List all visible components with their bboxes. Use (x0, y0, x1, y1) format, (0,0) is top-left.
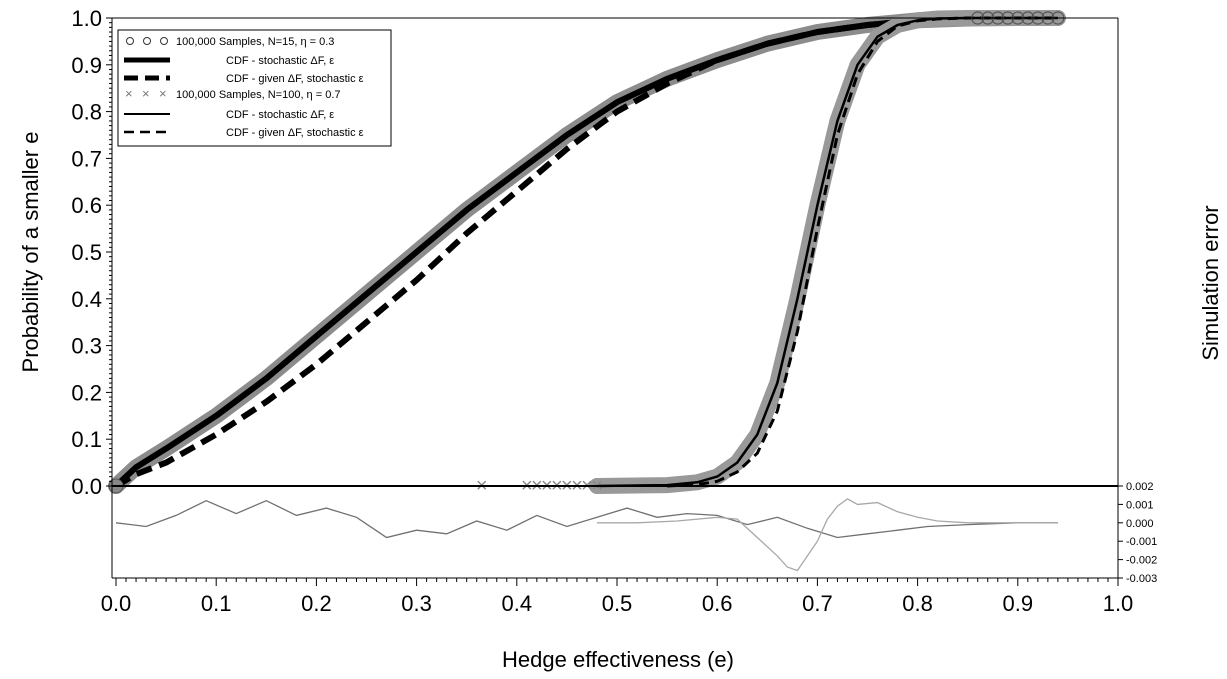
legend-marker-cross: × (125, 86, 133, 101)
x-tick-label: 0.5 (602, 591, 633, 616)
y-tick-label: 0.4 (71, 287, 102, 312)
y-tick-label: 0.5 (71, 240, 102, 265)
series-4-samples-crosses (589, 10, 1066, 494)
y-tick-label: 1.0 (71, 6, 102, 31)
y-axis-title: Probability of a smaller e (18, 132, 43, 373)
error-tick-label: -0.003 (1126, 573, 1157, 585)
y-tick-label: 0.8 (71, 100, 102, 125)
x-tick-label: 0.1 (201, 591, 232, 616)
x-tick-label: 0.0 (101, 591, 132, 616)
legend-entry-2: CDF - stochastic ΔF, ε (124, 55, 334, 67)
y-tick-label: 0.1 (71, 427, 102, 452)
legend-label: CDF - stochastic ΔF, ε (226, 55, 334, 67)
x-tick-label: 0.7 (802, 591, 833, 616)
legend-entry-1: 100,000 Samples, N=15, η = 0.3 (126, 36, 334, 48)
legend-entry-6: CDF - given ΔF, stochastic ε (124, 127, 364, 139)
y-tick-label: 0.2 (71, 380, 102, 405)
error-trace-2 (597, 498, 1058, 572)
legend-box (117, 29, 392, 147)
legend-marker-cross: × (142, 86, 150, 101)
x-tick-label: 1.0 (1103, 591, 1134, 616)
x-tick-label: 0.4 (502, 591, 533, 616)
error-tick-label: -0.001 (1126, 536, 1157, 548)
error-tick-label: -0.002 (1126, 555, 1157, 567)
y-tick-label: 0.3 (71, 334, 102, 359)
legend-label: CDF - stochastic ΔF, ε (226, 109, 334, 121)
legend-marker-circle (126, 37, 134, 45)
axes (111, 17, 1119, 579)
x-tick-label: 0.3 (401, 591, 432, 616)
legend-label: CDF - given ΔF, stochastic ε (226, 127, 364, 139)
error-tick-label: 0.000 (1126, 518, 1154, 530)
y-tick-label: 0.6 (71, 193, 102, 218)
error-tick-label: 0.002 (1126, 481, 1154, 493)
legend-label: CDF - given ΔF, stochastic ε (226, 73, 364, 85)
legend-entry-4: × × × 100,000 Samples, N=100, η = 0.7 (125, 86, 341, 101)
legend-label: 100,000 Samples, N=100, η = 0.7 (176, 89, 341, 101)
ticks: 0.0 0.1 0.2 0.3 0.4 0.5 0.6 0.7 0.8 0.9 1.0 0.0 0.1 0… (71, 6, 1157, 616)
x-tick-label: 0.6 (702, 591, 733, 616)
x-tick-label: 0.9 (1003, 591, 1034, 616)
series-6-line-thin-dashed (667, 16, 1058, 488)
legend-marker-circle (160, 37, 168, 45)
error-plot (115, 498, 1058, 572)
x-tick-label: 0.8 (902, 591, 933, 616)
x-tick-label: 0.2 (301, 591, 332, 616)
y-tick-label: 0.0 (71, 474, 102, 499)
error-trace-1 (115, 499, 1058, 539)
legend-marker-cross: × (159, 86, 167, 101)
legend-entry-5: CDF - stochastic ΔF, ε (124, 109, 334, 121)
error-tick-label: 0.001 (1126, 499, 1154, 511)
legend-marker-circle (143, 37, 151, 45)
legend-entry-3: CDF - given ΔF, stochastic ε (124, 73, 364, 85)
series-5-line-thin-solid (596, 16, 1058, 488)
x-axis-title: Hedge effectiveness (e) (502, 647, 734, 672)
legend: 100,000 Samples, N=15, η = 0.3 CDF - sto… (117, 29, 392, 147)
series-3-line-thick-dashed (114, 15, 1058, 489)
y-tick-label: 0.7 (71, 146, 102, 171)
right-axis-title: Simulation error (1198, 205, 1223, 360)
y-tick-label: 0.9 (71, 53, 102, 78)
legend-label: 100,000 Samples, N=15, η = 0.3 (176, 36, 334, 48)
